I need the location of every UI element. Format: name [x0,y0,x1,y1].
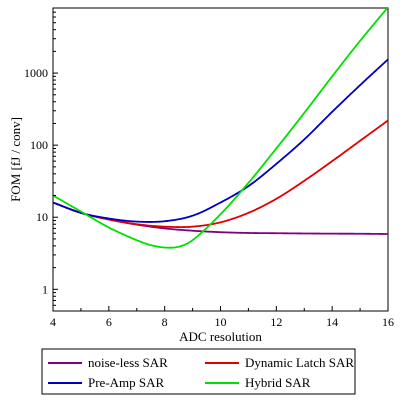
x-tick-label: 8 [162,315,168,329]
plot-area: 4 6 8 10 12 14 16 1 10 100 1000 [24,7,394,329]
y-tick-label: 10 [36,210,48,224]
y-tick-label: 1000 [24,66,48,80]
x-tick-label: 12 [270,315,282,329]
x-tick-label: 10 [215,315,227,329]
x-tick-label: 4 [50,315,56,329]
x-tick-label: 14 [326,315,338,329]
y-axis-label: FOM [fJ / conv] [8,117,23,202]
x-axis-label: ADC resolution [179,329,262,344]
legend: noise-less SAR Dynamic Latch SAR Pre-Amp S… [41,348,356,395]
legend-label: Dynamic Latch SAR [245,355,354,370]
series-line-3 [53,8,388,249]
legend-label: Hybrid SAR [245,375,311,390]
y-tick-label: 1 [42,282,48,296]
legend-label: Pre-Amp SAR [88,375,165,390]
legend-box [41,348,356,395]
x-tick-label: 16 [382,315,394,329]
series-line-1 [53,119,388,228]
x-tick-label: 6 [106,315,112,329]
series-line-2 [53,58,388,223]
plot-frame [52,7,389,312]
y-tick-label: 100 [30,138,48,152]
series-layer [53,8,388,249]
legend-label: noise-less SAR [88,355,168,370]
tick-layer: 4 6 8 10 12 14 16 1 10 100 1000 [24,11,394,329]
